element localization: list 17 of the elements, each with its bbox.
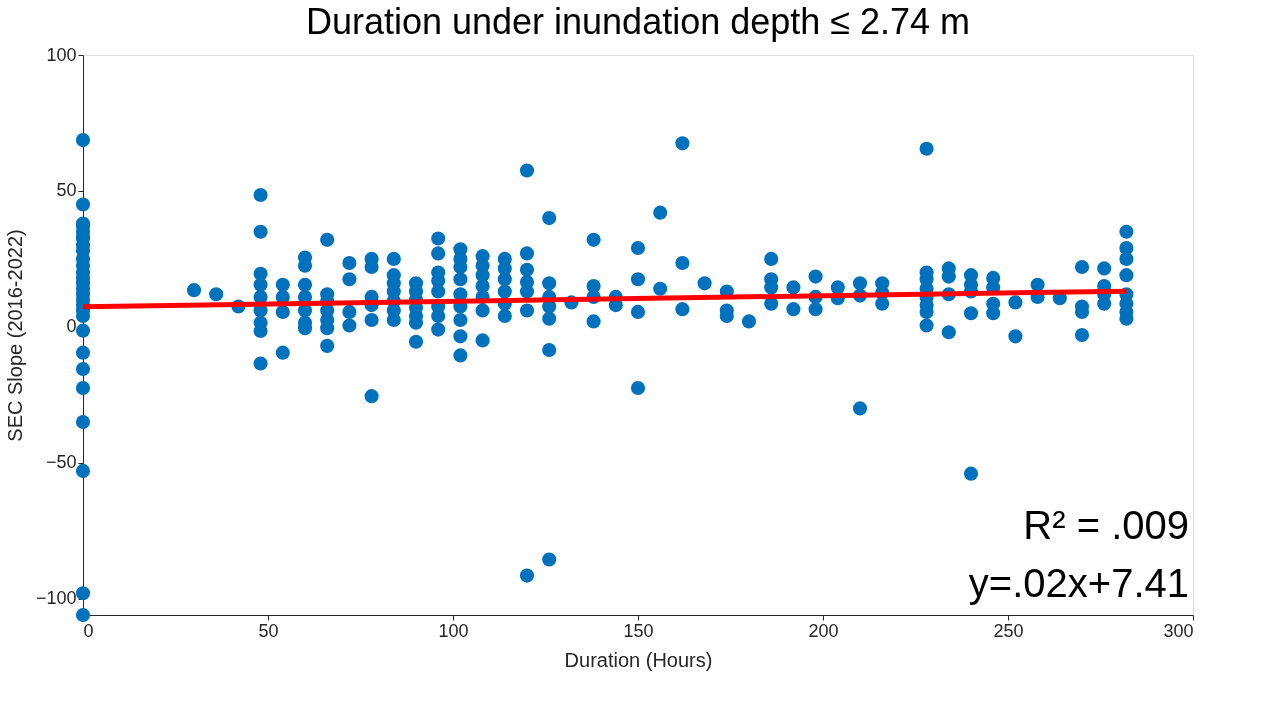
chart-title: Duration under inundation depth ≤ 2.74 m xyxy=(305,1,971,42)
x-tick-label: 0 xyxy=(83,620,94,641)
y-axis-title: SEC Slope (2016-2022) xyxy=(3,229,26,442)
y-tick-label: 100 xyxy=(46,44,77,65)
x-tick-label: 100 xyxy=(438,620,469,641)
x-tick-label: 150 xyxy=(623,620,654,641)
y-tick-label: −50 xyxy=(45,452,77,473)
x-tick-label: 50 xyxy=(258,620,279,641)
y-tick-label: −100 xyxy=(35,588,77,609)
x-axis-title: Duration (Hours) xyxy=(564,648,713,671)
x-tick-label: 300 xyxy=(1163,620,1194,641)
x-tick-label: 250 xyxy=(993,620,1024,641)
annotation: R² = .009 xyxy=(1023,503,1189,547)
y-tick-label: 0 xyxy=(66,316,77,337)
annotation: y=.02x+7.41 xyxy=(968,561,1189,605)
y-tick-label: 50 xyxy=(56,180,77,201)
x-tick-label: 200 xyxy=(808,620,839,641)
